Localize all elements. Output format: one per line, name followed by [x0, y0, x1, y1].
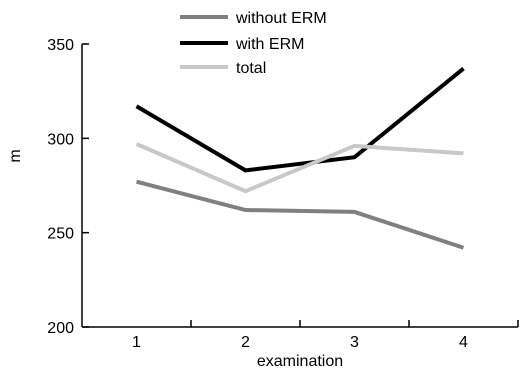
chart-axes: 200 250 300 350 1 2 3 4 [47, 37, 519, 351]
series-line-2 [135, 142, 464, 194]
chart-legend: without ERM with ERM total [180, 10, 327, 77]
x-tick-label: 2 [241, 334, 250, 351]
legend-label-0: without ERM [235, 10, 327, 27]
x-axis-label: examination [257, 353, 343, 370]
y-tick-label: 250 [47, 226, 74, 243]
x-tick-label: 4 [459, 334, 468, 351]
series-line-1 [135, 66, 465, 173]
y-tick-label: 300 [47, 131, 74, 148]
x-tick-label: 3 [350, 334, 359, 351]
y-tick-label: 350 [47, 37, 74, 54]
y-tick-label: 200 [47, 320, 74, 337]
chart-series [135, 66, 465, 250]
legend-label-2: total [236, 60, 266, 77]
x-tick-label: 1 [132, 334, 141, 351]
legend-label-1: with ERM [235, 36, 304, 53]
series-line-0 [135, 179, 465, 250]
y-axis-label: m [7, 149, 24, 162]
